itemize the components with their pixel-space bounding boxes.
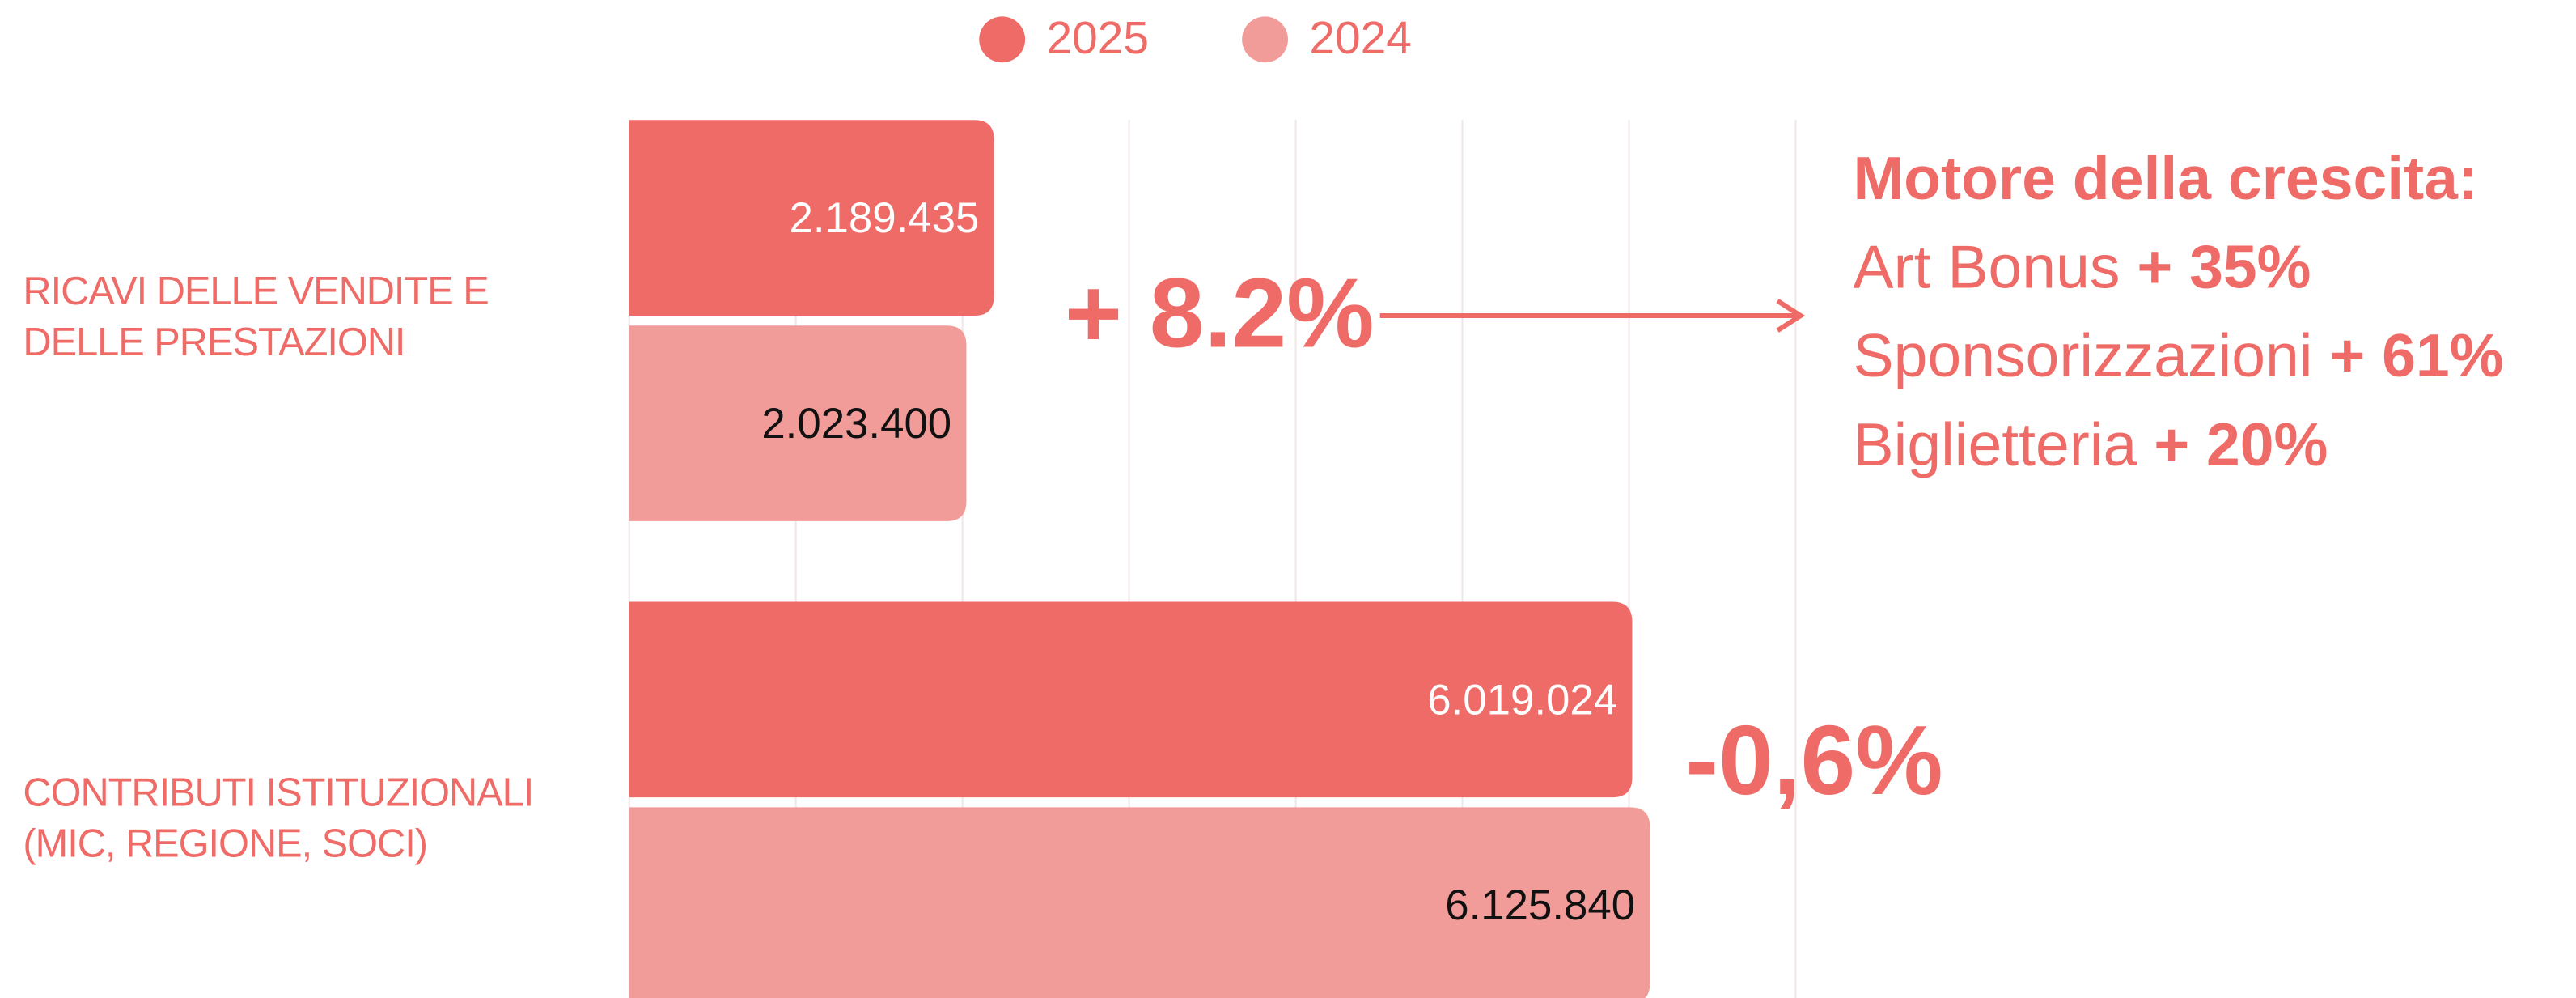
note-title: Motore della crescita: bbox=[1853, 144, 2478, 213]
note-label: Biglietteria bbox=[1853, 410, 2137, 479]
note-change: + 35% bbox=[2137, 233, 2311, 301]
value-label: 6.125.840 bbox=[1445, 881, 1635, 929]
category-label: CONTRIBUTI ISTITUZIONALI (MIC, REGIONE, … bbox=[23, 771, 534, 867]
legend-swatch bbox=[979, 16, 1026, 63]
note-change: + 61% bbox=[2329, 322, 2504, 390]
value-label: 6.019.024 bbox=[1427, 676, 1617, 724]
note-label: Art Bonus bbox=[1853, 233, 2121, 301]
annotation: -0,6% bbox=[1685, 705, 1943, 815]
value-label: 2.189.435 bbox=[790, 194, 980, 242]
note-label: Sponsorizzazioni bbox=[1853, 322, 2313, 390]
legend-label: 2024 bbox=[1309, 13, 1411, 64]
bar bbox=[629, 601, 1633, 798]
category-label: RICAVI DELLE VENDITE E DELLE PRESTAZIONI bbox=[23, 270, 489, 365]
annotation: + 8.2% bbox=[1065, 257, 1375, 367]
legend-label: 2025 bbox=[1046, 13, 1148, 64]
value-label: 2.023.400 bbox=[761, 400, 951, 448]
note-change: + 20% bbox=[2154, 410, 2328, 479]
bar bbox=[629, 325, 967, 521]
arrow-head bbox=[1776, 299, 1806, 333]
note: Motore della crescita: Art Bonus + 35% S… bbox=[1854, 135, 2504, 491]
legend-swatch bbox=[1242, 16, 1288, 63]
bar bbox=[629, 807, 1650, 998]
bar bbox=[629, 120, 994, 316]
